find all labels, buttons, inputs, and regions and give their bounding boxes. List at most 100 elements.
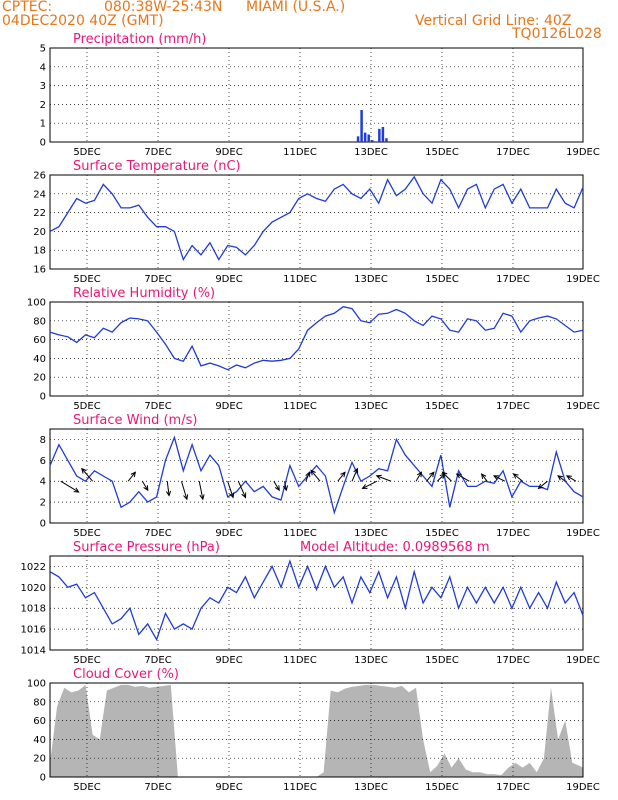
wind-arrow <box>166 481 170 496</box>
panel-frame <box>49 301 584 397</box>
wind-arrow-head <box>130 471 137 478</box>
x-tick-label: 17DEC <box>496 528 530 539</box>
x-tick-label: 11DEC <box>283 401 317 412</box>
x-tick-label: 17DEC <box>496 655 530 666</box>
header-source: CPTEC: <box>2 0 53 15</box>
y-tick-label: 4 <box>40 62 46 73</box>
wind-arrow <box>362 480 378 489</box>
y-tick-label: 40 <box>33 354 46 365</box>
y-tick-label: 4 <box>40 477 46 488</box>
y-tick-label: 20 <box>33 373 46 384</box>
wind-arrow-head <box>305 471 311 478</box>
header-location: MIAMI (U.S.A.) <box>246 0 346 15</box>
wind-arrow-head <box>229 492 235 499</box>
precip-bar <box>360 110 363 142</box>
wind-arrow <box>538 480 548 489</box>
x-tick-label: 11DEC <box>283 274 317 285</box>
y-tick-label: 0 <box>40 138 46 149</box>
x-tick-label: 5DEC <box>73 147 100 158</box>
wind-arrow <box>310 470 321 482</box>
wind-arrow <box>376 475 392 482</box>
panel-2: Surface Temperature (nC) 16 18 20 22 24 26 5DEC… <box>33 159 600 285</box>
header-grid-note: Vertical Grid Line: 40Z <box>415 13 572 29</box>
x-tick-label: 19DEC <box>566 655 600 666</box>
x-tick-label: 15DEC <box>425 274 459 285</box>
x-tick-label: 11DEC <box>283 528 317 539</box>
panel-4: Surface Wind (m/s) 0 2 4 6 8 5DEC 7DEC 9DEC 11DEC… <box>40 413 600 539</box>
y-tick-label: 20 <box>33 754 46 765</box>
wind-arrow-head <box>512 473 519 479</box>
wind-arrow <box>273 480 280 491</box>
precip-bar <box>363 132 367 142</box>
panel-1: Precipitation (mm/h) 0 1 2 3 4 5 5DEC 7DEC 9DEC 11… <box>40 32 600 158</box>
wind-arrow <box>456 473 470 482</box>
y-tick-label: 6 <box>40 456 46 467</box>
header-code: TQ0126L028 <box>512 26 602 42</box>
y-tick-label: 1016 <box>21 625 46 636</box>
x-tick-label: 19DEC <box>566 401 600 412</box>
wind-arrow <box>227 481 234 498</box>
x-tick-label: 19DEC <box>566 528 600 539</box>
wind-arrow-head <box>282 485 289 492</box>
x-tick-label: 13DEC <box>354 782 388 793</box>
x-tick-label: 9DEC <box>215 401 242 412</box>
wind-arrow-head <box>492 475 500 481</box>
x-tick-label: 11DEC <box>283 147 317 158</box>
y-tick-label: 100 <box>27 679 46 690</box>
x-tick-label: 9DEC <box>215 655 242 666</box>
x-tick-label: 17DEC <box>496 782 530 793</box>
x-tick-label: 5DEC <box>73 655 100 666</box>
y-tick-label: 22 <box>33 208 46 219</box>
x-tick-label: 9DEC <box>215 528 242 539</box>
series-line <box>49 435 584 515</box>
x-tick-label: 7DEC <box>144 782 171 793</box>
wind-arrow <box>426 471 435 482</box>
wind-arrow <box>237 481 246 498</box>
x-tick-label: 15DEC <box>425 782 459 793</box>
panel-title: Relative Humidity (%) <box>73 286 215 301</box>
precip-bar <box>367 134 370 142</box>
y-tick-label: 0 <box>40 519 46 530</box>
y-tick-label: 60 <box>33 335 46 346</box>
x-tick-label: 17DEC <box>496 274 530 285</box>
x-tick-label: 17DEC <box>496 401 530 412</box>
x-tick-label: 13DEC <box>354 528 388 539</box>
y-tick-label: 1018 <box>21 604 46 615</box>
wind-arrow-head <box>183 494 189 501</box>
y-tick-label: 100 <box>27 298 46 309</box>
wind-arrow-head <box>165 490 172 497</box>
wind-arrow-head <box>537 483 544 490</box>
wind-arrow-head <box>441 471 448 478</box>
y-tick-label: 26 <box>33 171 46 182</box>
x-tick-label: 11DEC <box>283 782 317 793</box>
wind-arrow <box>481 473 488 482</box>
panel-3: Relative Humidity (%) 0 20 40 60 80 100 5DEC 7DE… <box>27 286 600 412</box>
wind-arrow-head <box>73 487 80 493</box>
x-tick-label: 5DEC <box>73 528 100 539</box>
wind-arrow-head <box>310 469 316 476</box>
cloud-cover-area <box>50 684 583 777</box>
x-tick-label: 19DEC <box>566 782 600 793</box>
series-line <box>49 306 584 371</box>
wind-arrow <box>198 481 204 500</box>
y-tick-label: 20 <box>33 227 46 238</box>
y-tick-label: 40 <box>33 735 46 746</box>
x-tick-label: 15DEC <box>425 528 459 539</box>
y-tick-label: 2 <box>40 100 46 111</box>
wind-arrow <box>513 473 523 482</box>
x-tick-label: 7DEC <box>144 401 171 412</box>
series-line <box>49 559 584 642</box>
wind-arrow <box>557 475 566 482</box>
wind-arrow <box>442 471 452 482</box>
series-line <box>49 175 584 262</box>
precip-bar <box>371 140 374 142</box>
panel-frame <box>49 174 584 270</box>
x-tick-label: 7DEC <box>144 274 171 285</box>
wind-arrow <box>127 471 136 482</box>
wind-arrow-head <box>429 471 435 478</box>
wind-arrow <box>81 468 94 482</box>
panel-frame <box>49 555 584 651</box>
x-tick-label: 17DEC <box>496 147 530 158</box>
x-tick-label: 11DEC <box>283 655 317 666</box>
x-tick-label: 5DEC <box>73 274 100 285</box>
